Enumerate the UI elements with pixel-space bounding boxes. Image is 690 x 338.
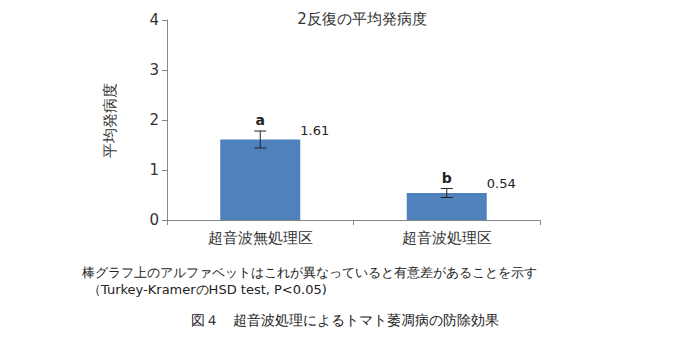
svg-text:2反復の平均発病度: 2反復の平均発病度: [297, 10, 427, 28]
svg-text:超音波処理区: 超音波処理区: [402, 229, 492, 247]
svg-text:棒グラフ上のアルファベットはこれが異なっていると有意差がある: 棒グラフ上のアルファベットはこれが異なっていると有意差があることを示す: [82, 265, 537, 280]
svg-text:1: 1: [149, 161, 159, 179]
svg-text:3: 3: [149, 61, 159, 79]
svg-text:（Turkey-KramerのHSD test, P<0.0: （Turkey-KramerのHSD test, P<0.05): [88, 282, 327, 297]
svg-text:0.54: 0.54: [487, 176, 516, 191]
svg-text:平均発病度: 平均発病度: [101, 83, 119, 158]
svg-text:図４ 超音波処理によるトマト萎凋病の防除効果: 図４ 超音波処理によるトマト萎凋病の防除効果: [191, 312, 499, 328]
svg-text:超音波無処理区: 超音波無処理区: [208, 229, 313, 247]
svg-text:4: 4: [149, 11, 159, 29]
svg-text:0: 0: [149, 211, 159, 229]
svg-text:b: b: [442, 170, 452, 186]
svg-text:2: 2: [149, 111, 159, 129]
svg-text:1.61: 1.61: [300, 123, 329, 138]
svg-text:a: a: [256, 112, 265, 128]
